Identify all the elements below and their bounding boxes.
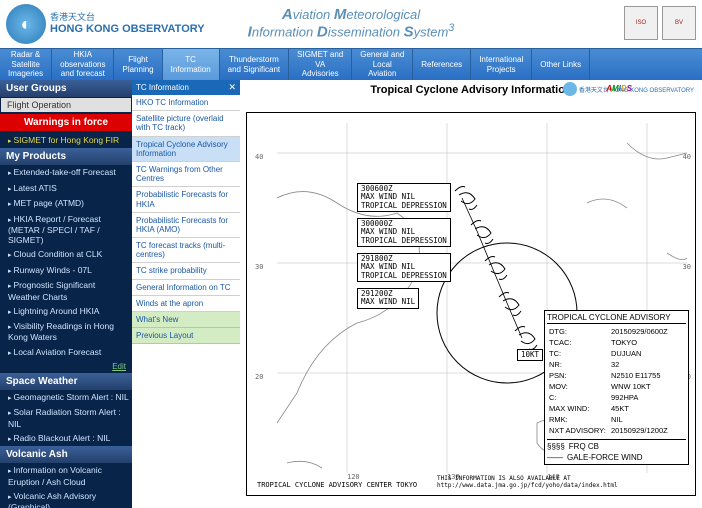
space-0[interactable]: Geomagnetic Storm Alert : NIL [0,390,132,405]
advisory-title: TROPICAL CYCLONE ADVISORY [547,313,686,324]
sp-item-2[interactable]: Tropical Cyclone Advisory Information [132,137,240,162]
nav-9[interactable]: Other Links [532,49,590,80]
tc-info-subpanel: TC Information ✕ HKO TC InformationSatel… [132,80,240,508]
obs-mini-logo: 香港天文台 HONG KONG OBSERVATORY [563,82,694,96]
myproduct-5[interactable]: Runway Winds - 07L [0,263,132,278]
advisory-table: DTG:20150929/0600ZTCAC:TOKYOTC:DUJUANNR:… [547,325,686,437]
sp-item-1[interactable]: Satellite picture (overlaid with TC trac… [132,111,240,136]
center-label: TROPICAL CYCLONE ADVISORY CENTER TOKYO [257,481,417,489]
sp-item-7[interactable]: TC strike probability [132,263,240,279]
sp-item-4[interactable]: Probabilistic Forecasts for HKIA [132,187,240,212]
system-title: Aviation Meteorological Information Diss… [248,7,455,41]
nav-5[interactable]: SIGMET andVAAdvisories [289,49,352,80]
sp-item-6[interactable]: TC forecast tracks (multi-centres) [132,238,240,263]
nav-7[interactable]: References [413,49,471,80]
myproduct-2[interactable]: MET page (ATMD) [0,196,132,211]
hko-name-en: HONG KONG OBSERVATORY [50,23,205,35]
myproduct-1[interactable]: Latest ATIS [0,181,132,196]
hko-name: 香港天文台 HONG KONG OBSERVATORY [50,13,205,35]
subpanel-header: TC Information ✕ [132,80,240,95]
myproduct-4[interactable]: Cloud Condition at CLK [0,247,132,262]
sp-item-0[interactable]: HKO TC Information [132,95,240,111]
myproduct-3[interactable]: HKIA Report / Forecast (METAR / SPECI / … [0,212,132,248]
myproduct-0[interactable]: Extended-take-off Forecast [0,165,132,180]
space-weather-header: Space Weather [0,373,132,390]
hko-logo-area: ◐ 香港天文台 HONG KONG OBSERVATORY [0,2,211,46]
hko-name-cn: 香港天文台 [50,13,205,23]
sp-item-9[interactable]: Winds at the apron [132,296,240,312]
sp-extra-1[interactable]: Previous Layout [132,328,240,344]
my-products-header: My Products [0,148,132,165]
advisory-box: TROPICAL CYCLONE ADVISORY DTG:20150929/0… [544,310,689,465]
advisory-legend: §§§§FRQ CB [547,439,686,451]
sp-item-5[interactable]: Probabilistic Forecasts for HKIA (AMO) [132,213,240,238]
top-nav: Radar &SatelliteImageriesHKIAobservation… [0,48,702,80]
nav-8[interactable]: InternationalProjects [471,49,532,80]
volc-1[interactable]: Volcanic Ash Advisory (Graphical) [0,489,132,508]
nav-6[interactable]: General andLocalAviation [352,49,413,80]
sp-item-3[interactable]: TC Warnings from Other Centres [132,162,240,187]
nav-2[interactable]: FlightPlanning [114,49,162,80]
forecast-box-3: 291200ZMAX WIND NIL [357,288,419,309]
myproduct-7[interactable]: Lightning Around HKIA [0,304,132,319]
hko-logo-icon: ◐ [6,4,46,44]
volcanic-ash-header: Volcanic Ash [0,446,132,463]
wind-box: 10KT [517,349,543,361]
nav-1[interactable]: HKIAobservationsand forecast [52,49,114,80]
sp-item-8[interactable]: General Information on TC [132,280,240,296]
forecast-box-1: 300000ZMAX WIND NILTROPICAL DEPRESSION [357,218,451,247]
subpanel-title: TC Information [136,83,189,92]
close-icon[interactable]: ✕ [228,82,236,93]
myproduct-8[interactable]: Visibility Readings in Hong Kong Waters [0,319,132,345]
nav-4[interactable]: Thunderstormand Significant [220,49,289,80]
myproduct-9[interactable]: Local Aviation Forecast [0,345,132,360]
content-area: Tropical Cyclone Advisory Information AM… [240,80,702,508]
edit-link[interactable]: Edit [0,360,132,373]
sigmet-link[interactable]: SIGMET for Hong Kong FIR [0,133,132,148]
sp-extra-0[interactable]: What's New [132,312,240,328]
forecast-box-2: 291800ZMAX WIND NILTROPICAL DEPRESSION [357,253,451,282]
cert-bv-icon: BV [662,6,696,40]
myproduct-6[interactable]: Prognostic Significant Weather Charts [0,278,132,304]
forecast-box-0: 300600ZMAX WIND NILTROPICAL DEPRESSION [357,183,451,212]
user-groups-header: User Groups [0,80,132,97]
space-2[interactable]: Radio Blackout Alert : NIL [0,431,132,446]
flight-operation-button[interactable]: Flight Operation [1,98,131,112]
advisory-chart: 404030302020120130140 300600ZMAX WIND NI… [246,112,696,496]
warnings-banner[interactable]: Warnings in force [0,114,132,131]
sidebar: User Groups Flight Operation Warnings in… [0,80,132,508]
space-1[interactable]: Solar Radiation Storm Alert : NIL [0,405,132,431]
nav-3[interactable]: TCInformation [163,49,220,80]
page-header: ◐ 香港天文台 HONG KONG OBSERVATORY Aviation M… [0,0,702,48]
volc-0[interactable]: Information on Volcanic Eruption / Ash C… [0,463,132,489]
cert-iso-icon: ISO [624,6,658,40]
nav-0[interactable]: Radar &SatelliteImageries [0,49,52,80]
availability-label: THIS INFORMATION IS ALSO AVAILABLE AT ht… [437,475,695,489]
cert-logos: ISO BV [624,6,696,40]
